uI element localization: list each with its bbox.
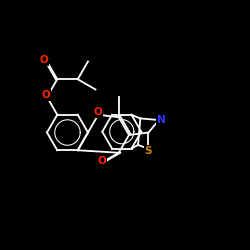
Text: N: N bbox=[156, 115, 165, 125]
Text: O: O bbox=[94, 107, 103, 117]
Text: O: O bbox=[40, 55, 48, 65]
Text: S: S bbox=[145, 146, 152, 156]
Text: O: O bbox=[42, 90, 50, 100]
Text: O: O bbox=[97, 156, 106, 166]
